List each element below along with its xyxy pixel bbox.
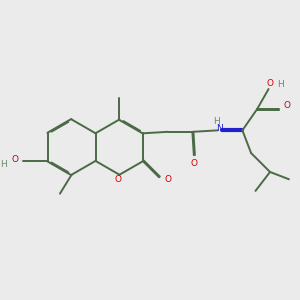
Text: O: O xyxy=(191,159,198,168)
Text: O: O xyxy=(11,155,18,164)
Text: O: O xyxy=(266,79,274,88)
Text: O: O xyxy=(284,101,290,110)
Text: O: O xyxy=(165,175,172,184)
Text: N: N xyxy=(216,124,223,134)
Text: H: H xyxy=(278,80,284,89)
Text: H: H xyxy=(0,160,7,169)
Text: H: H xyxy=(213,116,220,125)
Text: O: O xyxy=(115,175,122,184)
